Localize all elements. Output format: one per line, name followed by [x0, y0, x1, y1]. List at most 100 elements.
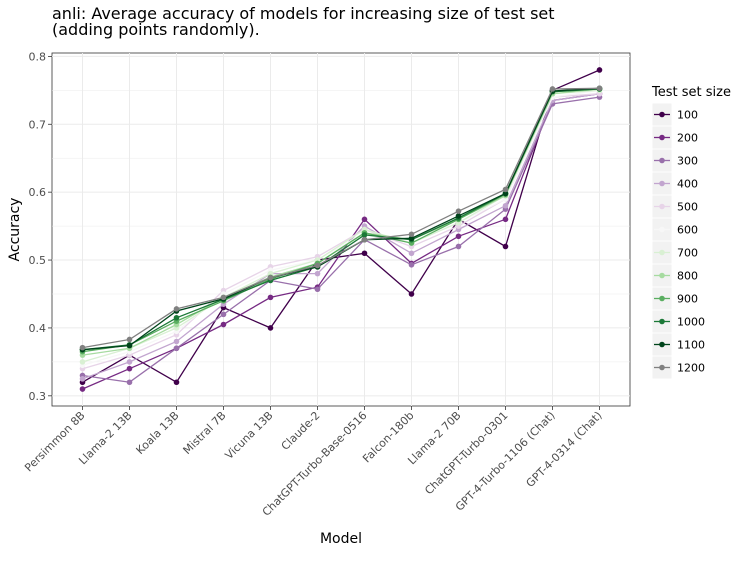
y-tick-label: 0.6 — [29, 186, 47, 199]
data-point — [361, 232, 368, 238]
data-point — [314, 262, 321, 269]
x-tick-label: Persimmon 8B — [22, 409, 87, 474]
legend-item-1000: 1000 — [651, 309, 705, 334]
data-point — [314, 270, 321, 277]
chart-title: anli: Average accuracy of models for inc… — [52, 6, 712, 38]
x-tick-label: Mistral 7B — [181, 409, 229, 457]
legend-key-point — [659, 180, 665, 187]
x-tick-label: Koala 13B — [134, 409, 182, 457]
data-point — [408, 262, 415, 268]
data-point — [173, 379, 180, 386]
legend-key-point — [659, 341, 665, 348]
data-point — [79, 359, 86, 365]
data-point — [455, 243, 462, 250]
series-1200 — [79, 85, 603, 351]
legend-item-300: 300 — [651, 148, 698, 173]
data-point — [408, 291, 415, 297]
y-tick-label: 0.7 — [29, 118, 47, 131]
data-point — [173, 314, 180, 321]
legend-key-point — [659, 364, 665, 371]
y-axis-ticks: 0.3 0.4 0.5 0.6 0.7 0.8 — [29, 50, 52, 403]
legend-label: 200 — [677, 132, 698, 145]
legend-item-800: 800 — [651, 263, 698, 288]
data-point — [173, 338, 180, 345]
legend-label: 1000 — [677, 316, 705, 329]
x-tick-label: Vicuna 13B — [222, 409, 275, 462]
y-axis-title: Accuracy — [7, 198, 23, 262]
series-line — [82, 89, 600, 366]
legend-key-point — [659, 318, 665, 325]
legend-key-point — [659, 111, 665, 118]
data-point — [455, 213, 462, 219]
data-point — [361, 216, 368, 223]
x-axis-title: Model — [320, 531, 362, 547]
data-point — [455, 233, 462, 240]
legend-label: 800 — [677, 270, 698, 283]
data-point — [126, 365, 133, 372]
legend-item-600: 600 — [651, 217, 698, 242]
y-tick-label: 0.5 — [29, 254, 47, 267]
legend-key-point — [659, 272, 665, 279]
data-point — [267, 325, 274, 331]
legend: Test set size 100 200 300 400 500 600 700 800 90… — [651, 85, 731, 380]
data-point — [549, 86, 556, 92]
chart-title-line-2: (adding points randomly). — [52, 20, 260, 39]
legend-title: Test set size — [651, 85, 731, 100]
legend-label: 1200 — [677, 362, 705, 375]
data-point — [455, 208, 462, 214]
y-tick-label: 0.8 — [29, 50, 47, 63]
data-point — [126, 336, 133, 343]
data-point — [408, 250, 415, 257]
legend-label: 1100 — [677, 339, 705, 352]
legend-key-point — [659, 226, 665, 233]
data-point — [126, 342, 133, 349]
data-point — [220, 311, 227, 318]
legend-label: 400 — [677, 178, 698, 191]
data-point — [596, 85, 603, 92]
series-line — [82, 96, 600, 383]
legend-item-1200: 1200 — [651, 355, 705, 380]
data-point — [314, 286, 321, 293]
plot-panel — [51, 52, 631, 407]
data-point — [502, 186, 509, 193]
legend-item-900: 900 — [651, 286, 698, 311]
legend-key-point — [659, 249, 665, 256]
data-point — [502, 202, 509, 209]
legend-item-500: 500 — [651, 194, 698, 219]
data-point — [408, 235, 415, 242]
data-point — [267, 294, 274, 301]
data-point — [126, 359, 133, 365]
data-point — [220, 321, 227, 328]
data-point — [173, 306, 180, 312]
y-tick-label: 0.4 — [29, 322, 47, 335]
legend-label: 500 — [677, 201, 698, 214]
legend-item-200: 200 — [651, 125, 698, 150]
data-point — [596, 67, 603, 73]
legend-key-point — [659, 295, 665, 302]
data-point — [79, 344, 86, 351]
legend-label: 900 — [677, 293, 698, 306]
data-point — [79, 376, 86, 382]
legend-key-point — [659, 134, 665, 141]
data-point — [220, 294, 227, 301]
legend-item-100: 100 — [651, 102, 698, 127]
chart-title-line-1: anli: Average accuracy of models for inc… — [52, 4, 555, 23]
x-tick-label: ChatGPT-Turbo-0301 — [422, 409, 510, 497]
data-point — [502, 216, 509, 223]
series-line — [82, 93, 600, 380]
legend-label: 600 — [677, 224, 698, 237]
legend-label: 700 — [677, 247, 698, 260]
x-tick-label: Claude-2 — [279, 409, 323, 453]
legend-key-point — [659, 203, 665, 210]
data-point — [361, 236, 368, 243]
data-point — [267, 274, 274, 281]
series-line — [82, 87, 600, 349]
legend-item-400: 400 — [651, 171, 698, 196]
legend-item-700: 700 — [651, 240, 698, 265]
legend-label: 100 — [677, 109, 698, 122]
series-lines — [79, 67, 603, 392]
data-point — [408, 231, 415, 238]
data-point — [126, 379, 133, 386]
